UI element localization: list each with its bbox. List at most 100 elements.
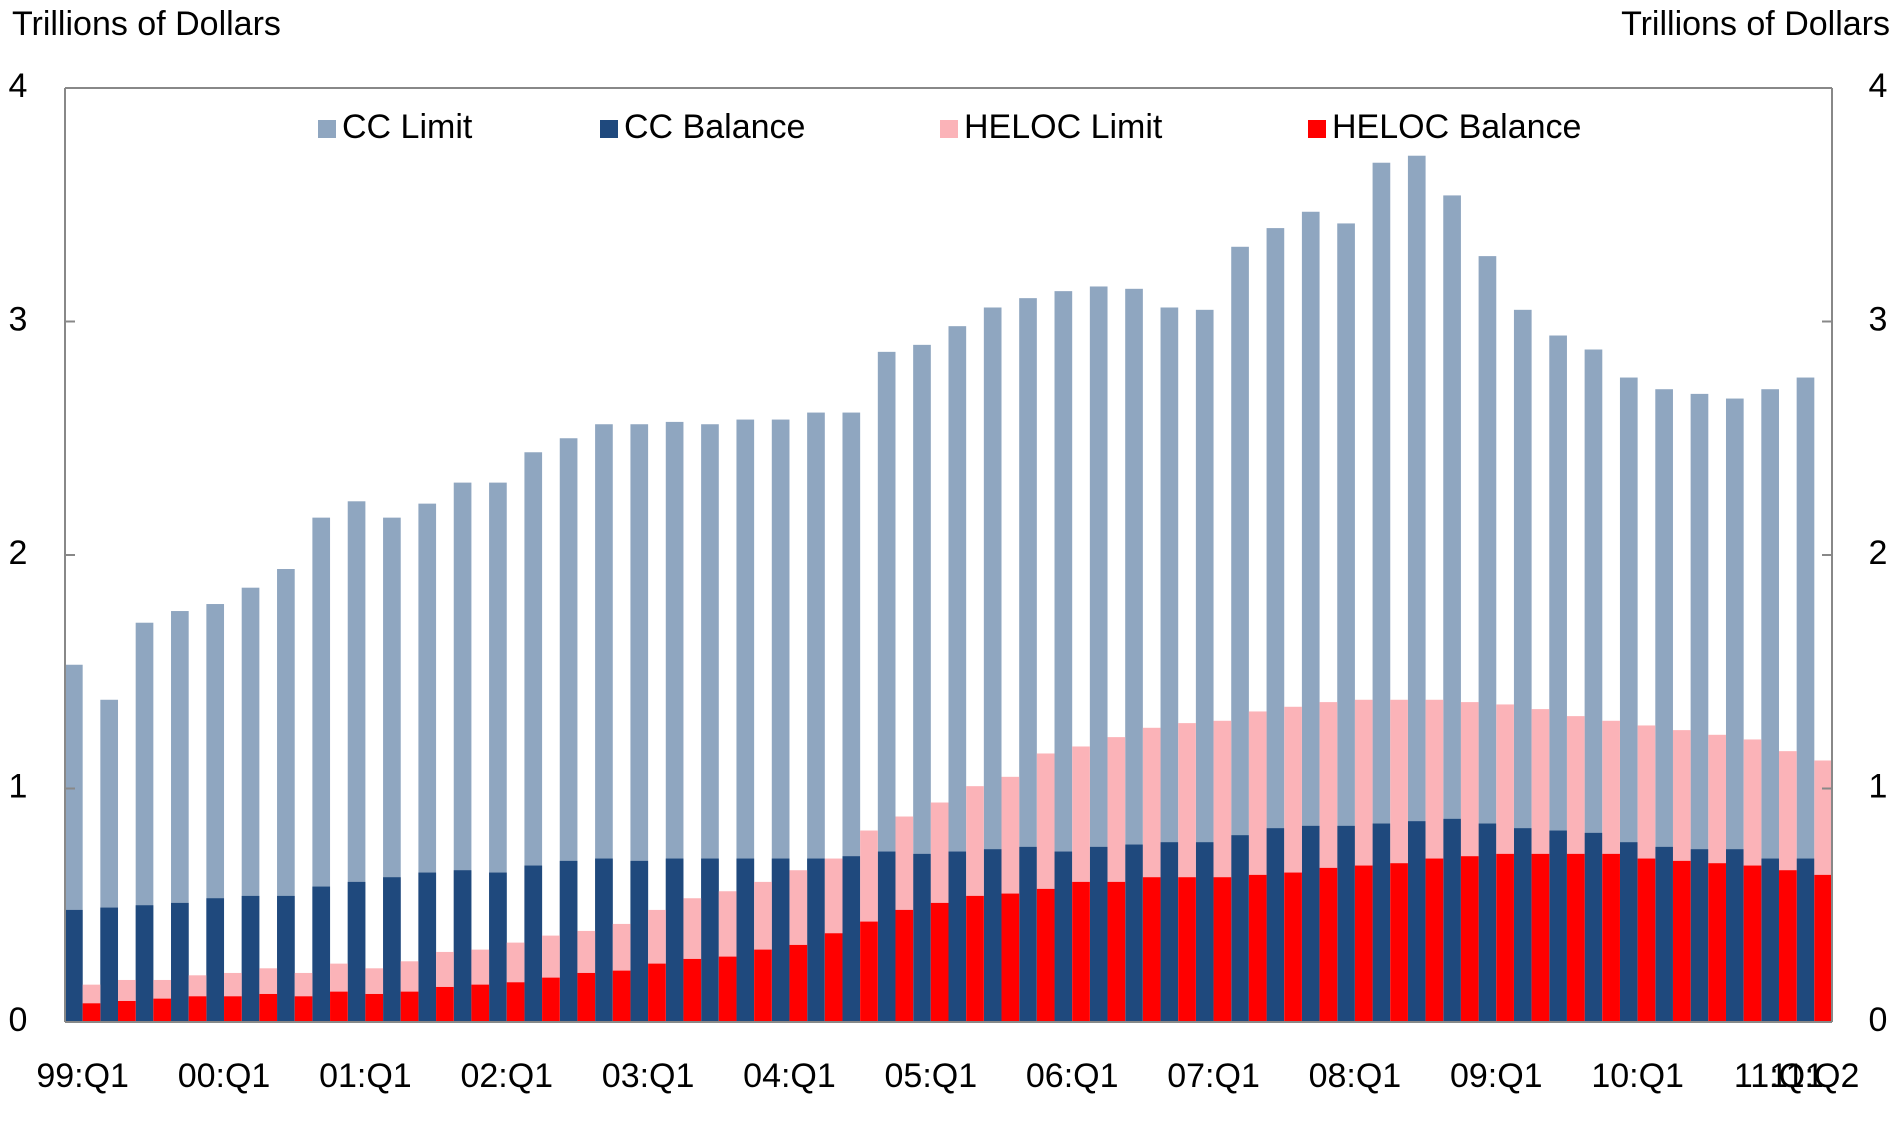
y2-tick-label: 0 (1869, 1001, 1888, 1039)
x-tick-label: 04:Q1 (743, 1057, 836, 1095)
y2-tick-label: 4 (1869, 67, 1888, 105)
bar (983, 849, 1002, 1022)
bar (1549, 830, 1567, 1022)
bar (1778, 870, 1797, 1022)
bar (1125, 288, 1143, 1022)
bar (1725, 849, 1744, 1022)
bar (82, 1003, 101, 1022)
bar (913, 344, 931, 1023)
x-tick-label: 11:Q2 (1769, 1057, 1859, 1095)
bar (1672, 860, 1691, 1022)
bar (1054, 291, 1073, 1022)
bar (948, 326, 967, 1022)
bar (1443, 818, 1461, 1022)
bar (65, 909, 83, 1022)
bar (1231, 246, 1249, 1022)
bar (1637, 858, 1656, 1022)
bar (1089, 286, 1108, 1023)
y2-tick-label: 1 (1869, 767, 1888, 805)
y2-tick-label: 3 (1869, 300, 1888, 338)
bar (1513, 828, 1532, 1022)
bar (330, 991, 348, 1022)
bar (1107, 881, 1126, 1022)
bar (1460, 856, 1479, 1022)
bar (1708, 863, 1726, 1022)
bar (612, 970, 631, 1022)
y-axis-label: Trillions of Dollars (12, 5, 281, 43)
bar (983, 307, 1002, 1022)
bar (188, 996, 207, 1022)
legend-label: CC Limit (342, 108, 473, 146)
bar (1796, 858, 1815, 1022)
x-tick-label: 09:Q1 (1450, 1057, 1543, 1095)
bar (1301, 825, 1320, 1022)
bar (771, 858, 790, 1022)
bar (1337, 825, 1355, 1022)
bar (630, 860, 649, 1022)
bar (1407, 155, 1426, 1023)
bar (966, 895, 984, 1022)
bar (1390, 863, 1408, 1022)
bar (383, 877, 401, 1022)
bar (277, 895, 295, 1022)
y-tick-label: 0 (9, 1001, 28, 1039)
y-tick-label: 2 (9, 534, 28, 572)
bar (1284, 872, 1302, 1022)
bar (1231, 835, 1249, 1022)
y-tick-label: 3 (9, 300, 28, 338)
bar (1443, 195, 1461, 1022)
legend-swatch (940, 120, 958, 138)
bar (860, 921, 878, 1022)
bar (701, 858, 719, 1022)
bar (736, 858, 755, 1022)
bar (1337, 223, 1355, 1022)
bar (135, 905, 154, 1022)
legend-swatch (318, 120, 336, 138)
bar (524, 865, 543, 1022)
y2-tick-label: 2 (1869, 534, 1888, 572)
bar (1001, 893, 1020, 1022)
bar (1814, 874, 1832, 1022)
bar (489, 872, 507, 1022)
y-tick-label: 4 (9, 67, 28, 105)
bar (400, 991, 419, 1022)
bar (471, 984, 490, 1022)
bar (1178, 877, 1196, 1022)
x-tick-label: 03:Q1 (602, 1057, 695, 1095)
x-tick-label: 11:Q1 (1734, 1057, 1824, 1095)
legend-label: HELOC Balance (1332, 108, 1581, 146)
bar (789, 944, 808, 1022)
x-tick-label: 05:Q1 (885, 1057, 978, 1095)
bar (347, 881, 366, 1022)
legend-swatch (600, 120, 618, 138)
bar (1761, 858, 1779, 1022)
bar (206, 898, 225, 1022)
bar (718, 956, 737, 1022)
bar (1019, 846, 1037, 1022)
bar (1072, 881, 1090, 1022)
bar (595, 858, 613, 1022)
bar (312, 886, 331, 1022)
bar (1602, 853, 1620, 1022)
bar (506, 982, 525, 1022)
x-tick-label: 99:Q1 (36, 1057, 129, 1095)
bar (1354, 865, 1373, 1022)
x-tick-label: 01:Q1 (319, 1057, 412, 1095)
x-tick-label: 06:Q1 (1026, 1057, 1119, 1095)
bar (1248, 874, 1267, 1022)
bar (1496, 853, 1514, 1022)
x-tick-label: 08:Q1 (1309, 1057, 1402, 1095)
bar (542, 977, 560, 1022)
bar (577, 972, 596, 1022)
bar (895, 909, 914, 1022)
bar (1089, 846, 1108, 1022)
bar (665, 858, 684, 1022)
legend-label: HELOC Limit (964, 108, 1163, 146)
bar (453, 870, 472, 1022)
bar (1531, 853, 1550, 1022)
bar (1142, 877, 1161, 1022)
bar (1655, 846, 1673, 1022)
bar (1125, 844, 1143, 1022)
bar (418, 872, 437, 1022)
